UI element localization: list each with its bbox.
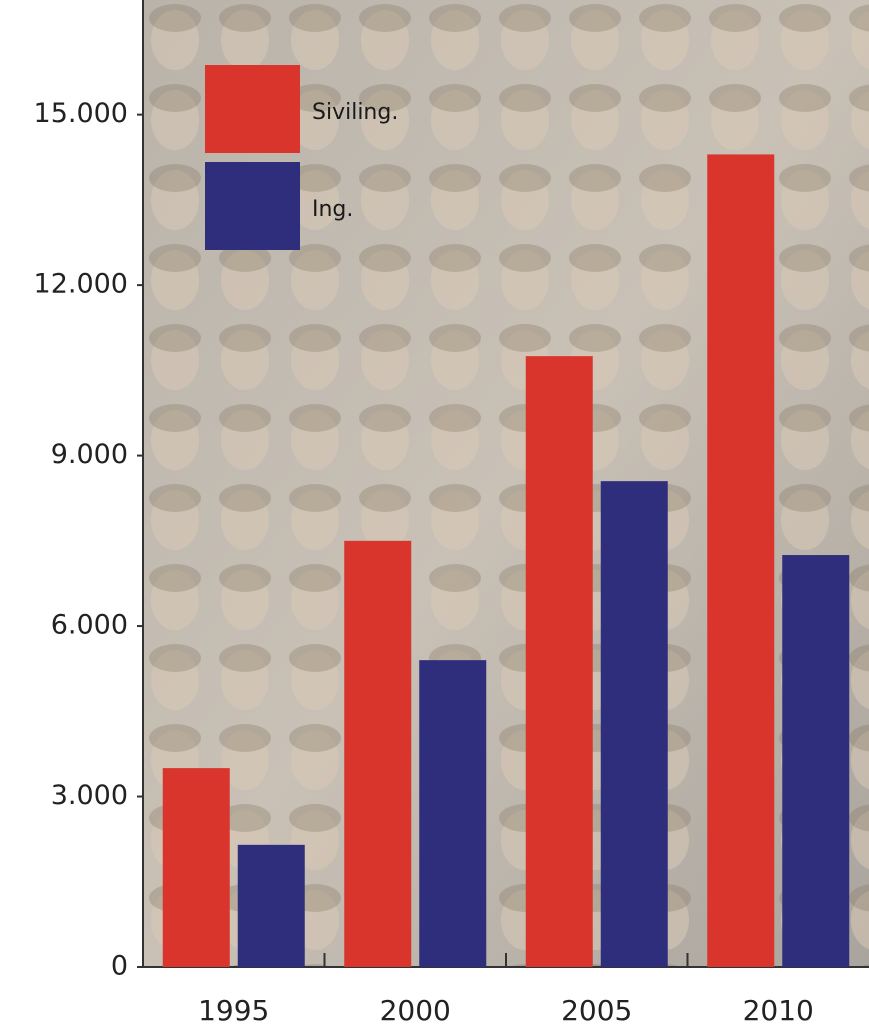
legend-swatch xyxy=(205,162,300,250)
legend-swatch xyxy=(205,65,300,153)
bar xyxy=(344,541,411,967)
bar xyxy=(419,660,486,967)
y-tick-label: 9.000 xyxy=(51,439,128,470)
y-tick-label: 0 xyxy=(111,951,128,982)
y-tick-label: 3.000 xyxy=(51,780,128,811)
y-tick-label: 6.000 xyxy=(51,610,128,641)
bar xyxy=(782,555,849,967)
legend-label: Ing. xyxy=(312,197,353,222)
chart: 0 3.000 6.000 9.000 12.000 15.000 1995 2000 2005… xyxy=(0,0,869,1030)
x-tick-label: 2005 xyxy=(561,994,632,1027)
x-tick-label: 1995 xyxy=(198,994,269,1027)
legend-label: Siviling. xyxy=(312,100,398,125)
bar xyxy=(163,768,230,967)
bar xyxy=(238,845,305,967)
bar xyxy=(601,481,668,967)
y-tick-label: 15.000 xyxy=(34,98,128,129)
y-tick-label: 12.000 xyxy=(34,269,128,300)
x-tick-label: 2000 xyxy=(380,994,451,1027)
bar xyxy=(526,356,593,967)
bar xyxy=(707,154,774,967)
x-tick-label: 2010 xyxy=(743,994,814,1027)
